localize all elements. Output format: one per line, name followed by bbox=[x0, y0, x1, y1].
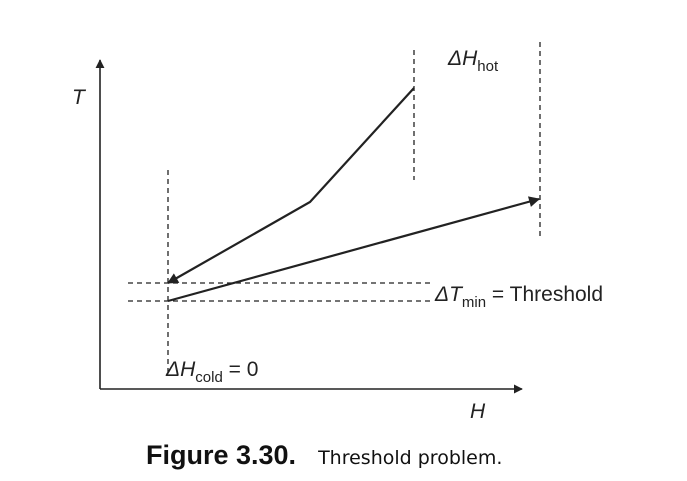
delta-h-hot-label: ΔHhot bbox=[447, 47, 499, 75]
figure-caption: Figure 3.30. Threshold problem. bbox=[146, 440, 502, 471]
delta-t-min-symbol: ΔT bbox=[434, 283, 464, 306]
delta-h-cold-label: ΔHcold = 0 bbox=[165, 358, 258, 386]
delta-h-cold-subscript: cold bbox=[195, 369, 223, 386]
delta-t-min-subscript: min bbox=[462, 294, 486, 311]
figure-number: Figure 3.30. bbox=[146, 440, 297, 470]
delta-h-hot-subscript: hot bbox=[477, 58, 499, 75]
delta-h-cold-suffix: = 0 bbox=[223, 358, 259, 381]
delta-t-min-label: ΔTmin = Threshold bbox=[434, 283, 603, 311]
delta-t-min-suffix: = Threshold bbox=[486, 283, 603, 306]
cold-composite-curve bbox=[167, 196, 541, 303]
delta-h-cold-symbol: ΔH bbox=[165, 358, 196, 381]
figure-title: Threshold problem. bbox=[318, 447, 503, 469]
x-axis-label: H bbox=[470, 400, 486, 423]
delta-h-hot-symbol: ΔH bbox=[447, 47, 478, 70]
hot-composite-curve bbox=[167, 87, 415, 284]
y-axis-label: T bbox=[72, 86, 87, 109]
